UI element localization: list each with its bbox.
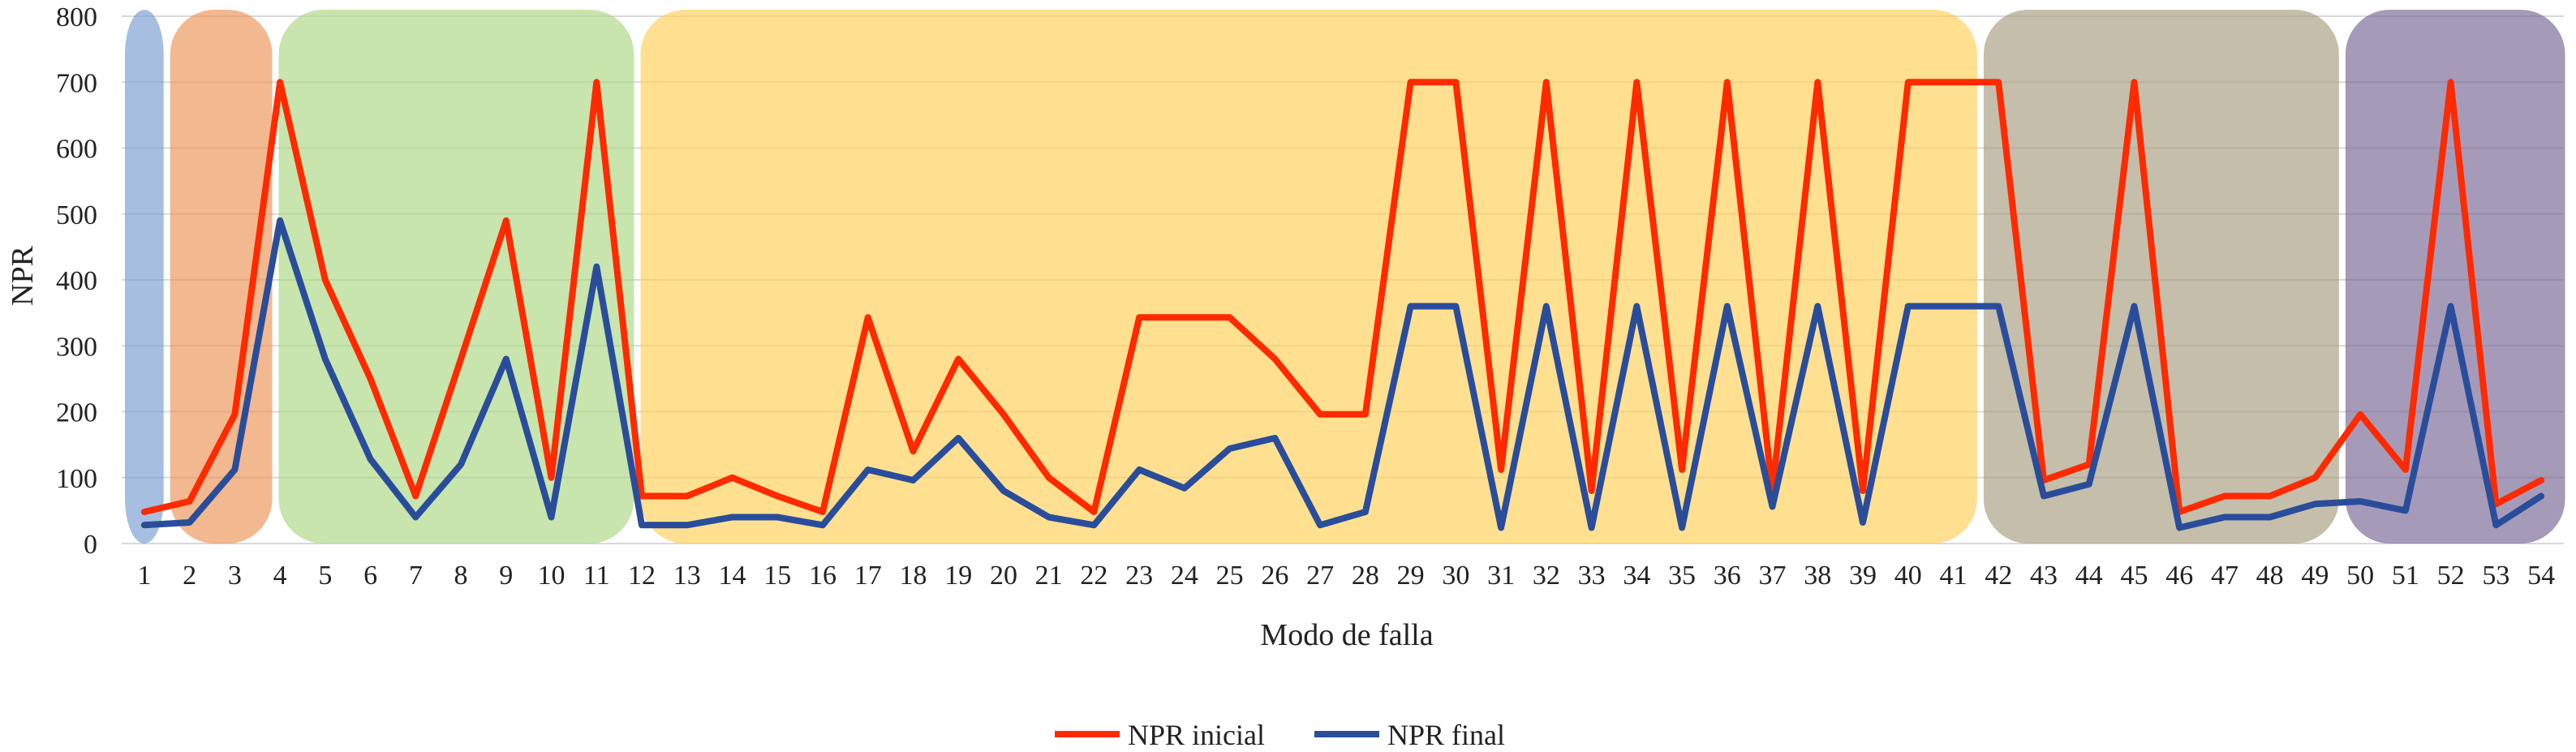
series-line-1 [140,217,2545,531]
legend-label-npr-inicial: NPR inicial [1128,719,1265,751]
x-tick-label: 16 [809,561,836,591]
x-tick-label: 37 [1759,561,1787,591]
x-tick-label: 35 [1668,561,1696,591]
x-tick-label: 36 [1714,561,1741,591]
x-tick-label: 13 [673,561,701,591]
x-tick-label: 30 [1442,561,1469,591]
x-tick-label: 6 [363,561,377,591]
x-tick-label: 25 [1216,561,1244,591]
x-tick-label: 50 [2346,561,2374,591]
x-tick-label: 23 [1125,561,1153,591]
y-tick-label: 300 [56,332,97,362]
x-tick-label: 29 [1397,561,1425,591]
y-tick-label: 500 [56,200,97,230]
y-tick-label: 0 [84,530,97,560]
y-tick-label: 200 [56,398,97,428]
x-tick-label: 21 [1035,561,1063,591]
x-tick-label: 42 [1985,561,2012,591]
x-tick-label: 54 [2527,561,2555,591]
x-tick-label: 40 [1894,561,1922,591]
x-tick-label: 27 [1306,561,1334,591]
x-tick-label: 41 [1940,561,1967,591]
x-tick-label: 52 [2437,561,2465,591]
x-tick-label: 5 [318,561,332,591]
x-tick-label: 15 [763,561,791,591]
x-tick-label: 19 [944,561,972,591]
x-tick-label: 24 [1171,561,1198,591]
y-tick-labels: 0 100 200 300 400 500 600 700 800 [56,2,97,560]
y-tick-label: 400 [56,266,97,296]
x-tick-labels: 1 2 3 4 5 6 7 8 9 10 11 12 13 14 15 16 17 18 19 20 21 22 23 24 2… [137,561,2555,591]
x-axis-title: Modo de falla [1260,618,1433,652]
x-tick-label: 48 [2256,561,2284,591]
x-tick-label: 33 [1578,561,1606,591]
x-tick-label: 44 [2075,561,2103,591]
legend-label-npr-final: NPR final [1387,719,1505,751]
x-tick-label: 49 [2301,561,2329,591]
y-tick-label: 100 [56,464,97,494]
x-tick-label: 10 [538,561,566,591]
x-tick-label: 14 [719,561,746,591]
group-region [125,10,164,544]
x-tick-label: 31 [1487,561,1515,591]
x-tick-label: 28 [1352,561,1379,591]
legend: NPR inicial NPR final [1055,719,1505,751]
series-lines [140,79,2545,531]
x-tick-label: 32 [1533,561,1560,591]
y-axis-title: NPR [6,245,40,306]
x-tick-label: 47 [2211,561,2238,591]
x-tick-label: 2 [183,561,196,591]
x-tick-label: 38 [1804,561,1831,591]
x-tick-label: 51 [2392,561,2419,591]
group-region [2345,10,2565,544]
x-tick-label: 39 [1849,561,1877,591]
x-tick-label: 1 [137,561,151,591]
y-tick-label: 800 [56,2,97,32]
x-tick-label: 8 [454,561,468,591]
group-region [170,10,273,544]
x-tick-label: 46 [2165,561,2193,591]
x-tick-label: 18 [899,561,927,591]
x-tick-label: 3 [228,561,242,591]
group-region [278,10,634,544]
x-tick-label: 20 [990,561,1017,591]
y-tick-label: 700 [56,68,97,98]
x-tick-label: 12 [628,561,656,591]
y-tick-label: 600 [56,135,97,165]
x-tick-label: 17 [854,561,882,591]
x-tick-label: 4 [273,561,287,591]
x-tick-label: 9 [499,561,513,591]
x-tick-label: 53 [2482,561,2509,591]
x-tick-label: 22 [1080,561,1107,591]
x-tick-label: 11 [583,561,610,591]
x-tick-label: 45 [2120,561,2148,591]
x-tick-label: 34 [1623,561,1650,591]
x-tick-label: 43 [2030,561,2058,591]
x-tick-label: 7 [409,561,423,591]
group-region [1983,10,2339,544]
series-line-0 [140,79,2545,515]
x-tick-label: 26 [1261,561,1288,591]
